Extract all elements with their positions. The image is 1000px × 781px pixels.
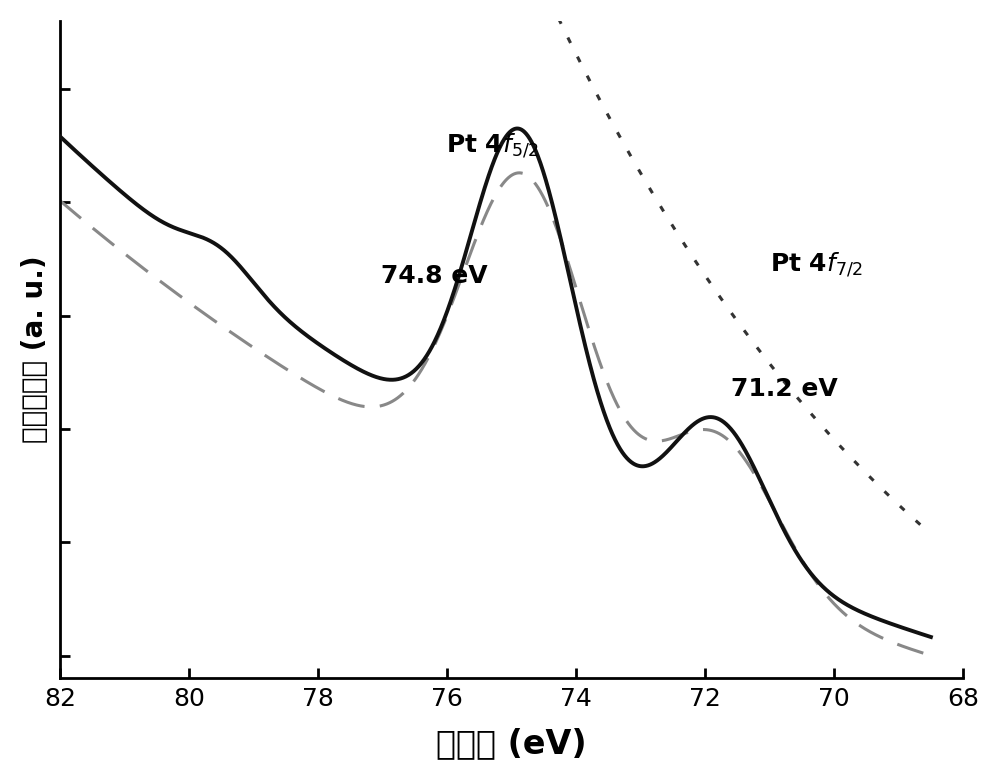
- Text: Pt 4$f_{7/2}$: Pt 4$f_{7/2}$: [770, 251, 863, 279]
- Text: 71.2 eV: 71.2 eV: [731, 377, 838, 401]
- X-axis label: 结合能 (eV): 结合能 (eV): [436, 727, 587, 760]
- Text: 74.8 eV: 74.8 eV: [381, 264, 487, 288]
- Y-axis label: 响应型强度 (a. u.): 响应型强度 (a. u.): [21, 255, 49, 444]
- Text: Pt 4$f_{5/2}$: Pt 4$f_{5/2}$: [446, 131, 539, 159]
